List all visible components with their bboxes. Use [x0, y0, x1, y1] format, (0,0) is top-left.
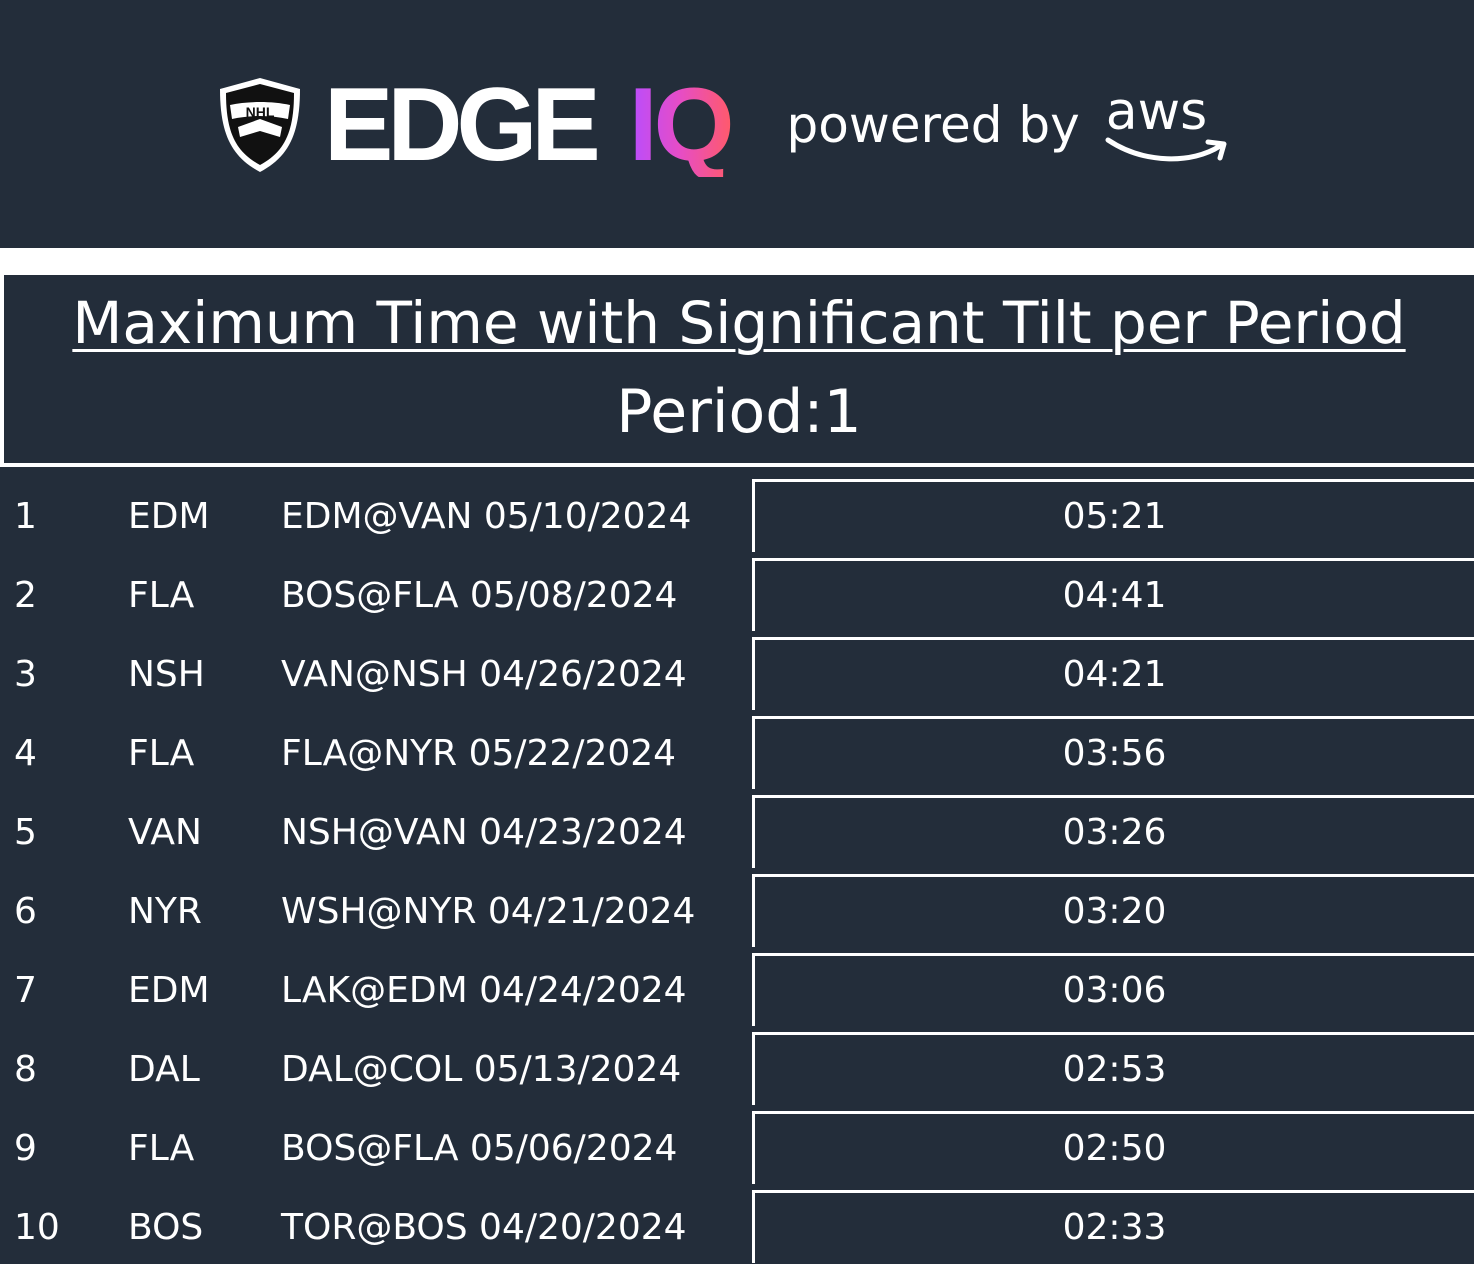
rank-cell: 4	[14, 733, 37, 774]
time-bar: 02:53	[752, 1032, 1474, 1105]
time-value: 03:56	[1062, 733, 1167, 774]
team-cell: FLA	[128, 733, 195, 774]
team-cell: NYR	[128, 891, 202, 932]
time-value: 02:53	[1062, 1049, 1167, 1090]
time-bar: 03:06	[752, 953, 1474, 1026]
rank-cell: 1	[14, 496, 37, 537]
team-cell: DAL	[128, 1049, 200, 1090]
rank-cell: 9	[14, 1128, 37, 1169]
game-cell: EDM@VAN 05/10/2024	[281, 496, 692, 537]
game-cell: WSH@NYR 04/21/2024	[281, 891, 696, 932]
leaderboard-table: 1 EDM EDM@VAN 05/10/2024 05:21 2 FLA BOS@FLA 0…	[0, 467, 1474, 1264]
game-cell: BOS@FLA 05/06/2024	[281, 1128, 678, 1169]
rank-cell: 10	[14, 1207, 60, 1248]
game-cell: LAK@EDM 04/24/2024	[281, 970, 687, 1011]
game-cell: DAL@COL 05/13/2024	[281, 1049, 682, 1090]
team-cell: BOS	[128, 1207, 204, 1248]
table-row: 9 FLA BOS@FLA 05/06/2024 02:50	[0, 1099, 1474, 1184]
table-row: 3 NSH VAN@NSH 04/26/2024 04:21	[0, 625, 1474, 710]
rank-cell: 8	[14, 1049, 37, 1090]
table-row: 10 BOS TOR@BOS 04/20/2024 02:33	[0, 1178, 1474, 1263]
time-value: 03:06	[1062, 970, 1167, 1011]
team-cell: VAN	[128, 812, 202, 853]
time-value: 03:26	[1062, 812, 1167, 853]
period-label: Period:1	[616, 377, 862, 447]
game-cell: FLA@NYR 05/22/2024	[281, 733, 677, 774]
time-bar: 04:21	[752, 637, 1474, 710]
time-value: 02:33	[1062, 1207, 1167, 1248]
svg-text:NHL: NHL	[246, 104, 275, 120]
rank-cell: 3	[14, 654, 37, 695]
table-row: 7 EDM LAK@EDM 04/24/2024 03:06	[0, 941, 1474, 1026]
time-value: 04:21	[1062, 654, 1167, 695]
time-value: 04:41	[1062, 575, 1167, 616]
time-value: 05:21	[1062, 496, 1167, 537]
nhl-shield-icon: NHL	[220, 78, 300, 172]
time-bar: 04:41	[752, 558, 1474, 631]
time-bar: 03:56	[752, 716, 1474, 789]
rank-cell: 2	[14, 575, 37, 616]
rank-cell: 6	[14, 891, 37, 932]
time-bar: 03:26	[752, 795, 1474, 868]
edge-wordmark: EDGE	[324, 67, 601, 183]
team-cell: EDM	[128, 496, 210, 537]
team-cell: FLA	[128, 575, 195, 616]
game-cell: BOS@FLA 05/08/2024	[281, 575, 678, 616]
time-bar: 05:21	[752, 479, 1474, 552]
table-row: 4 FLA FLA@NYR 05/22/2024 03:56	[0, 704, 1474, 789]
aws-wordmark: aws	[1105, 82, 1208, 142]
time-value: 02:50	[1062, 1128, 1167, 1169]
table-row: 2 FLA BOS@FLA 05/08/2024 04:41	[0, 546, 1474, 631]
game-cell: VAN@NSH 04/26/2024	[281, 654, 687, 695]
time-bar: 03:20	[752, 874, 1474, 947]
table-row: 5 VAN NSH@VAN 04/23/2024 03:26	[0, 783, 1474, 868]
header-banner: NHL EDGE IQ powered by aws	[0, 0, 1474, 248]
game-cell: TOR@BOS 04/20/2024	[281, 1207, 687, 1248]
iq-wordmark: IQ	[628, 67, 735, 183]
team-cell: FLA	[128, 1128, 195, 1169]
rank-cell: 7	[14, 970, 37, 1011]
powered-by-text: powered by	[786, 96, 1080, 154]
table-row: 8 DAL DAL@COL 05/13/2024 02:53	[0, 1020, 1474, 1105]
time-value: 03:20	[1062, 891, 1167, 932]
table-row: 1 EDM EDM@VAN 05/10/2024 05:21	[0, 467, 1474, 552]
aws-logo: aws	[1104, 80, 1232, 170]
rank-cell: 5	[14, 812, 37, 853]
brand-logo-row: NHL EDGE IQ powered by aws	[214, 70, 1232, 180]
aws-smile-icon	[1105, 137, 1227, 162]
page-title: Maximum Time with Significant Tilt per P…	[72, 289, 1406, 357]
time-bar: 02:50	[752, 1111, 1474, 1184]
title-section: Maximum Time with Significant Tilt per P…	[4, 275, 1474, 463]
table-row: 6 NYR WSH@NYR 04/21/2024 03:20	[0, 862, 1474, 947]
time-bar: 02:33	[752, 1190, 1474, 1263]
team-cell: EDM	[128, 970, 210, 1011]
game-cell: NSH@VAN 04/23/2024	[281, 812, 687, 853]
team-cell: NSH	[128, 654, 205, 695]
